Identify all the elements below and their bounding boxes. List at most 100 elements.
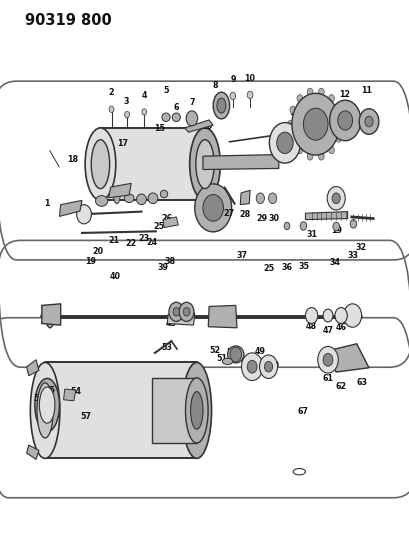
Text: 59: 59	[244, 361, 255, 369]
Polygon shape	[167, 313, 194, 325]
Ellipse shape	[124, 194, 134, 203]
Text: 60: 60	[268, 361, 279, 369]
Polygon shape	[42, 304, 61, 325]
Polygon shape	[108, 183, 131, 198]
Text: 56: 56	[34, 394, 44, 403]
Ellipse shape	[196, 140, 213, 189]
Ellipse shape	[216, 98, 225, 113]
Ellipse shape	[39, 387, 55, 423]
Text: 46: 46	[335, 324, 346, 332]
Text: 17: 17	[117, 140, 127, 148]
Polygon shape	[27, 360, 39, 376]
Circle shape	[169, 302, 183, 321]
Text: 25: 25	[262, 264, 274, 272]
Ellipse shape	[160, 190, 167, 198]
Text: 23: 23	[137, 234, 149, 243]
Circle shape	[306, 88, 312, 96]
Circle shape	[76, 205, 91, 224]
Circle shape	[276, 132, 292, 154]
Text: 67: 67	[297, 407, 307, 416]
Text: 44: 44	[219, 311, 229, 320]
Text: 45: 45	[343, 316, 354, 324]
Polygon shape	[63, 389, 76, 401]
Text: 6: 6	[173, 103, 179, 112]
Text: 14: 14	[288, 109, 299, 117]
Circle shape	[142, 109, 146, 115]
Circle shape	[186, 111, 197, 126]
Text: 4: 4	[141, 92, 147, 100]
Circle shape	[322, 353, 332, 366]
Circle shape	[303, 108, 327, 140]
Ellipse shape	[148, 193, 157, 204]
Text: 50: 50	[226, 349, 236, 357]
Text: 47: 47	[322, 326, 333, 335]
Circle shape	[194, 184, 231, 232]
Circle shape	[335, 135, 341, 142]
Text: 51: 51	[216, 354, 227, 362]
Circle shape	[326, 187, 344, 210]
Text: 61: 61	[322, 374, 333, 383]
Ellipse shape	[37, 383, 53, 438]
Ellipse shape	[227, 346, 243, 363]
Polygon shape	[45, 362, 196, 458]
Ellipse shape	[213, 92, 229, 119]
Circle shape	[318, 152, 324, 160]
Text: 11: 11	[361, 86, 371, 95]
Circle shape	[299, 222, 306, 230]
Text: 42: 42	[174, 308, 186, 316]
Circle shape	[269, 123, 300, 163]
Text: 15: 15	[154, 125, 165, 133]
Text: 52: 52	[209, 346, 220, 355]
Circle shape	[328, 95, 334, 102]
Circle shape	[183, 308, 189, 316]
Text: 43: 43	[166, 319, 176, 328]
Circle shape	[364, 116, 372, 127]
Text: 16: 16	[201, 122, 212, 131]
Circle shape	[229, 347, 241, 362]
Polygon shape	[163, 217, 178, 228]
Circle shape	[322, 309, 332, 322]
Text: 10: 10	[243, 75, 254, 83]
Polygon shape	[240, 190, 249, 205]
Ellipse shape	[182, 362, 211, 458]
Circle shape	[289, 106, 295, 114]
Ellipse shape	[222, 358, 232, 365]
Ellipse shape	[190, 392, 202, 429]
Ellipse shape	[172, 113, 180, 122]
Text: 62: 62	[335, 382, 346, 391]
Circle shape	[124, 111, 129, 118]
Circle shape	[332, 222, 339, 231]
Text: 25: 25	[153, 222, 164, 231]
Circle shape	[296, 146, 302, 154]
Text: 55: 55	[45, 386, 55, 394]
Text: 58: 58	[165, 423, 177, 432]
Circle shape	[358, 109, 378, 134]
Circle shape	[229, 92, 235, 100]
Polygon shape	[323, 344, 368, 372]
Circle shape	[291, 93, 339, 155]
Text: 21: 21	[108, 237, 119, 245]
Text: 2: 2	[108, 88, 114, 97]
Text: 7: 7	[189, 98, 194, 107]
Ellipse shape	[162, 113, 170, 122]
Ellipse shape	[188, 383, 204, 438]
Circle shape	[256, 193, 264, 204]
Text: 24: 24	[146, 238, 157, 247]
Text: 29: 29	[255, 214, 267, 223]
Circle shape	[247, 91, 252, 99]
Text: 37: 37	[236, 252, 247, 260]
Text: 40: 40	[109, 272, 120, 280]
Text: 20: 20	[92, 247, 104, 256]
Circle shape	[305, 308, 317, 324]
Circle shape	[264, 361, 272, 372]
Text: 31: 31	[306, 230, 316, 239]
Ellipse shape	[189, 128, 220, 200]
Ellipse shape	[46, 306, 54, 328]
Text: 49: 49	[254, 348, 265, 356]
Text: 41: 41	[40, 311, 50, 320]
Ellipse shape	[113, 188, 120, 204]
Text: 48: 48	[304, 322, 316, 330]
Ellipse shape	[35, 378, 59, 432]
Polygon shape	[202, 155, 278, 169]
Text: 54: 54	[70, 387, 81, 396]
